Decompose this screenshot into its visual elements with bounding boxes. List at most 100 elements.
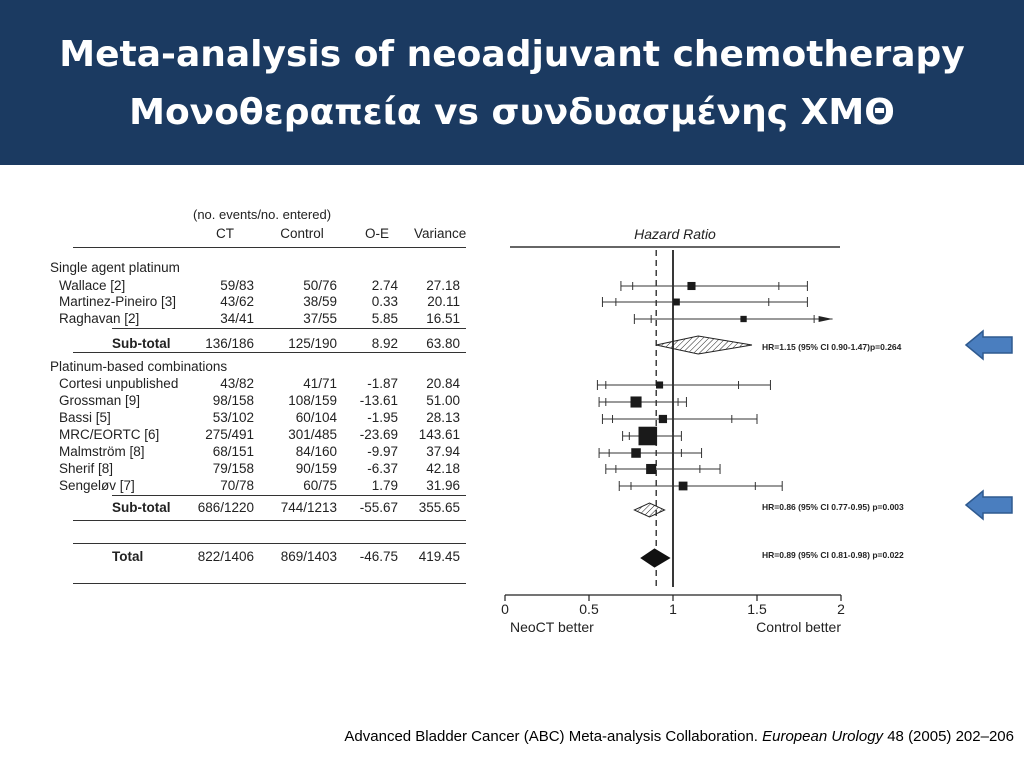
row-control-events: 90/159 (295, 461, 337, 476)
row-variance: 20.11 (427, 294, 460, 309)
row-study-name: Sub-total (112, 336, 171, 351)
row-control-events: 60/104 (295, 410, 337, 425)
x-tick-label: 1 (669, 601, 677, 617)
row-variance: 42.18 (426, 461, 460, 476)
row-control-events: 38/59 (303, 294, 337, 309)
x-tick-label: 0.5 (579, 601, 599, 617)
table-rule-sub1 (112, 328, 466, 329)
x-left-label: NeoCT better (510, 619, 594, 635)
table-rule-top (73, 247, 466, 248)
row-ct-events: 53/102 (212, 410, 254, 425)
col-header-control: Control (280, 226, 324, 241)
col-header-ct: CT (216, 226, 234, 241)
row-oe: 0.33 (371, 294, 398, 309)
row-study-name: Wallace [2] (59, 278, 126, 293)
title-banner (0, 0, 1024, 165)
row-variance: 51.00 (426, 393, 460, 408)
row-oe: 8.92 (371, 336, 398, 351)
row-control-events: 744/1213 (280, 500, 337, 515)
row-control-events: 50/76 (303, 278, 337, 293)
row-study-name: Raghavan [2] (59, 311, 140, 326)
row-ct-events: 43/62 (220, 294, 254, 309)
x-tick-label: 2 (837, 601, 845, 617)
row-ct-events: 43/82 (220, 376, 254, 391)
row-ct-events: 70/78 (220, 478, 254, 493)
row-oe: -9.97 (367, 444, 398, 459)
pooled-diamond (656, 335, 753, 355)
row-study-name: Sengeløv [7] (59, 478, 135, 493)
row-control-events: 108/159 (288, 393, 337, 408)
row-study-name: Total (112, 549, 144, 564)
ci-arrow-head (818, 316, 833, 322)
row-study-name: MRC/EORTC [6] (59, 427, 160, 442)
study-marker (630, 396, 642, 408)
row-variance: 28.13 (426, 410, 460, 425)
row-variance: 143.61 (418, 427, 460, 442)
citation-text: Advanced Bladder Cancer (ABC) Meta-analy… (344, 728, 763, 745)
table-rule-sub2-bottom (73, 520, 466, 521)
citation-journal: European Urology (762, 728, 884, 745)
col-header-oe: O-E (364, 226, 389, 241)
row-oe: -23.69 (359, 427, 398, 442)
group-label-combinations: Platinum-based combinations (50, 359, 228, 374)
table-rule-total (73, 543, 466, 544)
row-ct-events: 34/41 (220, 311, 254, 326)
row-oe: -46.75 (359, 549, 398, 564)
row-variance: 37.94 (426, 444, 460, 459)
table-rule-bottom (73, 583, 466, 584)
x-tick-label: 1.5 (747, 601, 767, 617)
row-ct-events: 59/83 (220, 278, 254, 293)
slide-title-line1: Meta-analysis of neoadjuvant chemotherap… (59, 34, 965, 75)
row-control-events: 60/75 (303, 478, 337, 493)
row-control-events: 869/1403 (280, 549, 337, 564)
pooled-hr-label: HR=1.15 (95% CI 0.90-1.47)p=0.264 (762, 342, 902, 352)
row-study-name: Cortesi unpublished (59, 376, 179, 391)
row-oe: -1.87 (367, 376, 398, 391)
table-rule-sub2 (112, 495, 466, 496)
study-marker (678, 481, 688, 491)
row-ct-events: 275/491 (205, 427, 254, 442)
x-right-label: Control better (756, 619, 841, 635)
table-rule-sub1-bottom (73, 352, 466, 353)
row-oe: -13.61 (359, 393, 398, 408)
row-variance: 31.96 (426, 478, 460, 493)
row-ct-events: 686/1220 (197, 500, 254, 515)
row-oe: 1.79 (371, 478, 398, 493)
row-variance: 16.51 (426, 311, 460, 326)
study-marker (631, 448, 641, 458)
row-variance: 63.80 (426, 336, 460, 351)
row-ct-events: 79/158 (212, 461, 254, 476)
row-oe: 5.85 (371, 311, 398, 326)
pooled-diamond (640, 548, 671, 568)
row-oe: -6.37 (367, 461, 398, 476)
row-variance: 20.84 (426, 376, 460, 391)
row-study-name: Sub-total (112, 500, 171, 515)
row-ct-events: 68/151 (212, 444, 254, 459)
row-study-name: Bassi [5] (59, 410, 111, 425)
row-oe: 2.74 (371, 278, 398, 293)
row-control-events: 84/160 (295, 444, 337, 459)
row-oe: -55.67 (359, 500, 398, 515)
study-marker (638, 426, 658, 446)
citation-ref: 48 (2005) 202–206 (883, 728, 1014, 745)
row-study-name: Grossman [9] (59, 393, 141, 408)
row-ct-events: 136/186 (205, 336, 254, 351)
callout-arrow (964, 329, 1013, 361)
row-control-events: 125/190 (288, 336, 337, 351)
row-oe: -1.95 (367, 410, 398, 425)
study-marker (672, 298, 680, 306)
row-study-name: Sherif [8] (59, 461, 114, 476)
study-marker (646, 463, 657, 475)
row-variance: 27.18 (426, 278, 460, 293)
row-study-name: Malmström [8] (59, 444, 145, 459)
study-marker (687, 281, 696, 291)
pooled-hr-label: HR=0.86 (95% CI 0.77-0.95) p=0.003 (762, 502, 904, 512)
x-tick-label: 0 (501, 601, 509, 617)
row-control-events: 301/485 (288, 427, 337, 442)
col-header-variance: Variance (414, 226, 467, 241)
row-ct-events: 822/1406 (197, 549, 254, 564)
row-variance: 419.45 (418, 549, 460, 564)
row-study-name: Martinez-Pineiro [3] (59, 294, 177, 309)
pooled-hr-label: HR=0.89 (95% CI 0.81-0.98) p=0.022 (762, 550, 904, 560)
